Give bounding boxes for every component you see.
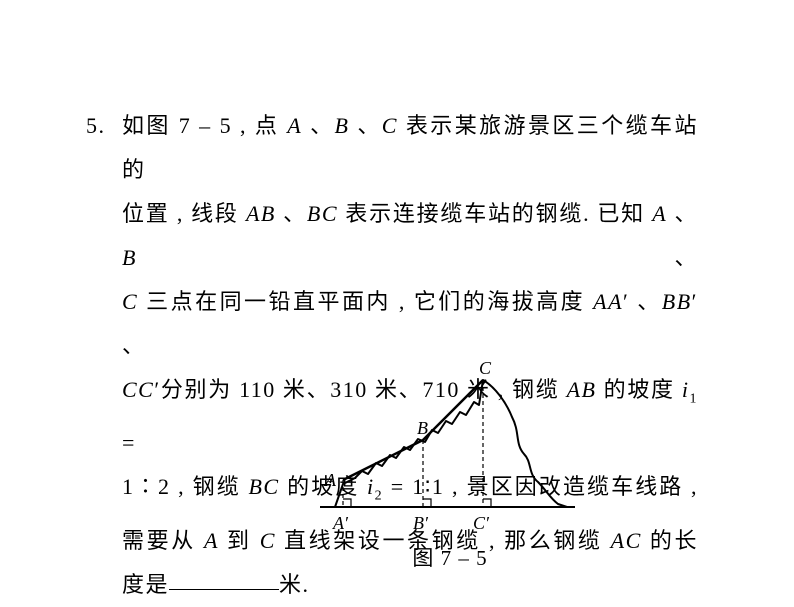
label-A: A [324,470,337,490]
problem-line: 位置 , 线段 AB 、BC 表示连接缆车站的钢缆. 已知 A 、B 、 [122,192,698,280]
cable-AB [343,440,423,480]
right-angle-marker [483,499,491,507]
mountain-outline [335,380,567,507]
right-angle-marker [343,499,351,507]
answer-blank [169,570,279,590]
problem-line: 如图 7 – 5 , 点 A 、B 、C 表示某旅游景区三个缆车站的 [122,104,698,192]
cable-BC [423,380,483,440]
figure-svg: A B C A′ B′ C′ [300,362,600,542]
label-B-prime: B′ [413,513,429,533]
label-B: B [417,418,428,438]
label-C-prime: C′ [473,513,490,533]
right-angle-marker [423,499,431,507]
problem-number: 5. [86,104,122,607]
problem-line: C 三点在同一铅直平面内 , 它们的海拔高度 AA′ 、BB′ 、 [122,280,698,368]
figure-7-5: A B C A′ B′ C′ 图 7 – 5 [300,362,600,572]
label-A-prime: A′ [332,513,349,533]
figure-caption: 图 7 – 5 [300,542,600,572]
label-C: C [479,362,492,378]
